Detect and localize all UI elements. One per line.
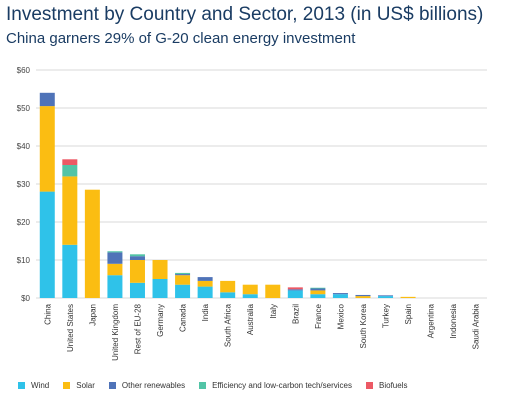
legend-swatch-biofuels: [366, 381, 373, 389]
x-tick-label: South Africa: [224, 303, 233, 347]
bar-segment-solar: [355, 296, 371, 298]
y-tick-label: $20: [17, 218, 31, 227]
bar-segment-other-renewables: [378, 295, 394, 297]
y-tick-label: $60: [17, 66, 31, 75]
y-tick-label: $40: [17, 142, 31, 151]
bar-segment-solar: [84, 189, 100, 298]
legend-item-efficiency: Efficiency and low-carbon tech/services: [199, 381, 352, 390]
bar-segment-efficiency: [310, 287, 326, 289]
bar-segment-wind: [332, 294, 348, 298]
bar-segment-solar: [107, 263, 123, 276]
x-tick-label: Mexico: [336, 303, 345, 329]
legend-swatch-other-renewables: [108, 381, 116, 389]
bar-segment-solar: [310, 290, 326, 295]
bar-segment-efficiency: [62, 165, 78, 177]
bar-segment-other-renewables: [310, 288, 326, 291]
bar-segment-other-renewables: [355, 294, 371, 297]
bar-segment-efficiency: [107, 251, 123, 253]
bar-segment-wind: [197, 286, 213, 298]
bar-segment-wind: [287, 290, 303, 298]
x-tick-label: China: [43, 303, 52, 324]
x-tick-label: Argentina: [427, 303, 436, 338]
legend-item-other-renewables: Other renewables: [108, 380, 186, 390]
x-tick-label: Italy: [269, 304, 278, 319]
bar-segment-biofuels: [62, 159, 78, 165]
bar-segment-wind: [107, 275, 123, 298]
bar-segment-solar: [265, 284, 281, 298]
legend-label-efficiency: Efficiency and low-carbon tech/services: [212, 380, 352, 390]
bar-segment-other-renewables: [129, 256, 145, 260]
x-tick-label: Australia: [246, 303, 255, 335]
bar-segment-solar: [129, 260, 145, 283]
legend-label-biofuels: Biofuels: [379, 380, 408, 390]
legend-item-biofuels: Biofuels: [366, 381, 407, 390]
bar-segment-wind: [129, 282, 145, 298]
bar-segment-other-renewables: [197, 277, 213, 281]
legend-label-solar: Solar: [76, 380, 95, 390]
bar-segment-solar: [242, 284, 258, 295]
legend-label-other-renewables: Other renewables: [121, 380, 186, 390]
bar-segment-solar: [152, 260, 168, 279]
legend-label-wind: Wind: [31, 380, 50, 390]
bar-segment-solar: [220, 280, 236, 293]
x-tick-label: Brazil: [291, 304, 300, 324]
legend-swatch-wind: [18, 381, 25, 389]
legend-swatch-efficiency: [199, 381, 207, 389]
legend-swatch-solar: [63, 381, 71, 389]
bar-segment-solar: [39, 106, 55, 192]
y-tick-label: $50: [17, 104, 31, 113]
bar-segment-wind: [220, 292, 236, 298]
x-tick-label: India: [201, 303, 210, 321]
x-tick-label: Japan: [88, 304, 97, 326]
chart-title: Investment by Country and Sector, 2013 (…: [6, 4, 484, 25]
bar-segment-solar: [400, 296, 416, 298]
chart-legend: Wind Solar Other renewables Efficiency a…: [18, 378, 421, 392]
bar-segment-wind: [310, 294, 326, 298]
chart-subtitle: China garners 29% of G-20 clean energy i…: [6, 30, 356, 47]
x-tick-label: South Korea: [359, 303, 368, 348]
bar-segment-wind: [175, 284, 191, 298]
x-tick-label: Spain: [404, 304, 413, 324]
bar-segment-wind: [62, 244, 78, 298]
legend-item-solar: Solar: [63, 381, 95, 390]
y-tick-label: $10: [17, 256, 31, 265]
bar-segment-biofuels: [287, 287, 303, 290]
x-tick-label: United Kingdom: [111, 304, 120, 361]
bar-segment-solar: [197, 280, 213, 287]
bar-segment-other-renewables: [332, 293, 348, 295]
legend-item-wind: Wind: [18, 381, 49, 390]
bar-segment-wind: [152, 279, 168, 298]
x-tick-label: France: [314, 303, 323, 328]
bar-segment-other-renewables: [175, 274, 191, 276]
bar-segment-solar: [175, 275, 191, 285]
x-tick-label: Turkey: [382, 304, 391, 328]
y-tick-label: $0: [21, 294, 30, 303]
bar-segment-wind: [39, 191, 55, 298]
bar-segment-wind: [378, 296, 394, 298]
bar-segment-wind: [242, 294, 258, 298]
bar-segment-efficiency: [129, 254, 145, 257]
x-tick-label: Canada: [179, 303, 188, 332]
bar-segment-other-renewables: [107, 252, 123, 264]
y-tick-label: $30: [17, 180, 31, 189]
x-tick-label: Saudi Arabia: [472, 303, 481, 349]
x-tick-label: Indonesia: [449, 303, 458, 338]
x-tick-label: Germany: [156, 304, 165, 337]
bar-segment-other-renewables: [287, 289, 303, 291]
x-tick-label: Rest of EU-28: [133, 303, 142, 354]
x-tick-label: United States: [66, 304, 75, 352]
bar-segment-solar: [62, 176, 78, 245]
bar-segment-other-renewables: [39, 92, 55, 107]
bar-segment-efficiency: [175, 272, 191, 275]
